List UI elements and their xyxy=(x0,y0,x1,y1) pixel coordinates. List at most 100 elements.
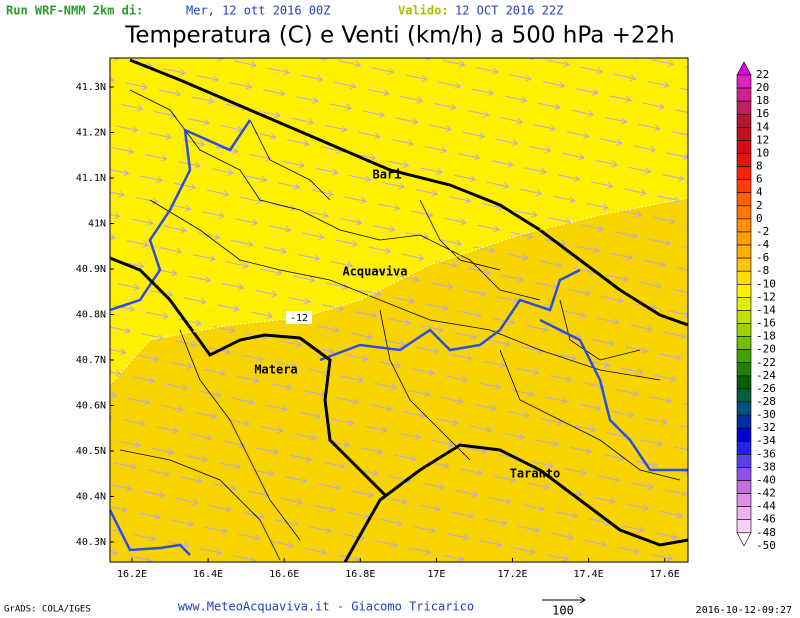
colorbar-label: -42 xyxy=(756,487,776,500)
lat-label: 40.4N xyxy=(76,492,106,503)
colorbar-label: 6 xyxy=(756,173,763,186)
place-label: Bari xyxy=(373,168,402,182)
colorbar-box xyxy=(736,74,752,89)
colorbar-label: 20 xyxy=(756,81,769,94)
colorbar-label: 22 xyxy=(756,68,769,81)
colorbar-label: -46 xyxy=(756,513,776,526)
colorbar-label: -28 xyxy=(756,395,776,408)
colorbar-box xyxy=(736,440,752,455)
colorbar-box xyxy=(736,166,752,180)
colorbar-cap xyxy=(736,61,752,76)
colorbar-label: 14 xyxy=(756,120,770,133)
software-label: GrADS: COLA/IGES xyxy=(4,605,91,615)
colorbar-cap xyxy=(736,532,752,547)
colorbar-label: -34 xyxy=(756,434,776,447)
colorbar-label: -2 xyxy=(756,225,769,238)
colorbar: 2220181614121086420-2-4-6-8-10-12-14-16-… xyxy=(736,61,776,552)
colorbar-label: 12 xyxy=(756,133,769,146)
colorbar-label: 8 xyxy=(756,160,763,173)
colorbar-box xyxy=(736,179,752,194)
colorbar-box xyxy=(736,454,752,468)
colorbar-box xyxy=(736,310,752,324)
lat-label: 41N xyxy=(88,219,106,230)
colorbar-box xyxy=(736,140,752,154)
colorbar-box xyxy=(736,480,752,494)
place-label: Taranto xyxy=(510,467,561,481)
valid-date: 12 OCT 2016 22Z xyxy=(455,4,563,18)
colorbar-box xyxy=(736,87,752,102)
lat-label: 40.9N xyxy=(76,264,106,275)
lat-label: 41.1N xyxy=(76,173,106,184)
colorbar-box xyxy=(736,336,752,350)
colorbar-label: -48 xyxy=(756,526,776,539)
lon-label: 16.8E xyxy=(345,569,375,580)
colorbar-box xyxy=(736,283,752,298)
wind-scale-label: 100 xyxy=(552,604,574,618)
colorbar-box xyxy=(736,127,752,141)
colorbar-label: 2 xyxy=(756,199,763,212)
lat-label: 40.8N xyxy=(76,310,106,321)
colorbar-label: -22 xyxy=(756,356,776,369)
colorbar-label: -30 xyxy=(756,408,776,421)
title: Temperatura (C) e Venti (km/h) a 500 hPa… xyxy=(124,23,674,49)
colorbar-label: -12 xyxy=(756,290,776,303)
colorbar-box xyxy=(736,244,752,259)
colorbar-label: -24 xyxy=(756,369,776,382)
colorbar-box xyxy=(736,205,752,220)
lat-label: 40.3N xyxy=(76,537,106,548)
colorbar-box xyxy=(736,427,752,442)
colorbar-box xyxy=(736,401,752,416)
colorbar-label: -16 xyxy=(756,317,776,330)
colorbar-box xyxy=(736,388,752,403)
colorbar-box xyxy=(736,297,752,311)
colorbar-box xyxy=(736,323,752,337)
colorbar-box xyxy=(736,218,752,233)
colorbar-label: 4 xyxy=(756,186,763,199)
wind-arrows xyxy=(110,58,688,562)
colorbar-box xyxy=(736,257,752,272)
coastlines xyxy=(109,58,689,563)
lon-label: 17.6E xyxy=(650,569,680,580)
colorbar-box xyxy=(736,153,752,167)
lon-label: 17.2E xyxy=(497,569,527,580)
lon-label: 16.2E xyxy=(117,569,147,580)
colorbar-label: -20 xyxy=(756,343,776,356)
colorbar-box xyxy=(736,192,752,207)
colorbar-label: -32 xyxy=(756,421,776,434)
place-label: Acquaviva xyxy=(342,265,407,279)
contour-label: -12 xyxy=(290,313,308,324)
valid-label: Valido: xyxy=(398,4,449,18)
lat-label: 41.3N xyxy=(76,82,106,93)
map-frame xyxy=(109,57,689,563)
colorbar-label: 16 xyxy=(756,107,769,120)
colorbar-label: 0 xyxy=(756,212,763,225)
colorbar-label: -8 xyxy=(756,264,769,277)
run-date: Mer, 12 ott 2016 00Z xyxy=(186,4,331,18)
map: -12 Bari Acquaviva Matera Taranto xyxy=(108,57,689,563)
colorbar-label: -18 xyxy=(756,330,776,343)
colorbar-label: -40 xyxy=(756,473,776,486)
lon-label: 16.6E xyxy=(269,569,299,580)
colorbar-box xyxy=(736,100,752,115)
colorbar-label: -50 xyxy=(756,539,776,552)
colorbar-box xyxy=(736,467,752,481)
timestamp: 2016-10-12-09:27 xyxy=(696,605,792,616)
colorbar-label: -4 xyxy=(756,238,770,251)
colorbar-box xyxy=(736,519,752,534)
colorbar-label: -36 xyxy=(756,447,776,460)
borders xyxy=(119,89,681,561)
colorbar-box xyxy=(736,375,752,390)
colorbar-box xyxy=(736,362,752,377)
colorbar-box xyxy=(736,113,752,128)
colorbar-label: 18 xyxy=(756,94,769,107)
lat-label: 41.2N xyxy=(76,128,106,139)
rivers xyxy=(108,119,688,556)
credit: www.MeteoAcquaviva.it - Giacomo Tricaric… xyxy=(178,600,474,614)
colorbar-label: -6 xyxy=(756,251,769,264)
contour-label-box xyxy=(286,311,312,324)
lat-label: 40.6N xyxy=(76,401,106,412)
lat-label: 40.7N xyxy=(76,355,106,366)
colorbar-box xyxy=(736,349,752,364)
colorbar-label: -26 xyxy=(756,382,776,395)
